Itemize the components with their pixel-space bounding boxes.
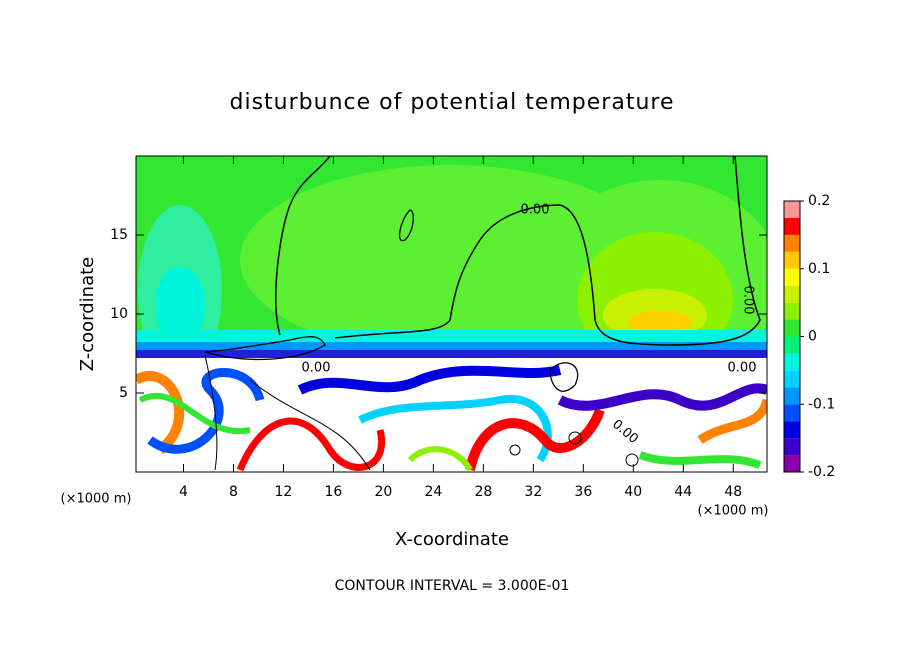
colorbar-level <box>784 302 800 320</box>
colorbar-level <box>784 234 800 252</box>
colorbar-level <box>784 336 800 354</box>
colorbar-level <box>784 217 800 235</box>
x-tick-label: 32 <box>524 484 542 500</box>
x-tick-label: 20 <box>374 484 392 500</box>
x-tick-label: 24 <box>424 484 442 500</box>
x-tick-label: 16 <box>325 484 343 500</box>
colorbar-level <box>784 404 800 422</box>
x-tick-label: 40 <box>624 484 642 500</box>
y-axis-label: Z-coordinate <box>77 257 98 372</box>
footer-note: CONTOUR INTERVAL = 3.000E-01 <box>335 578 570 594</box>
colorbar-level <box>784 268 800 286</box>
y-tick-label: 10 <box>110 306 128 322</box>
x-tick-label: 8 <box>229 484 238 500</box>
colorbar-level <box>784 201 800 218</box>
x-tick-label: 4 <box>179 484 188 500</box>
contour-label: 0.00 <box>741 286 756 315</box>
x-tick-label: 28 <box>474 484 492 500</box>
x-unit: (×1000 m) <box>698 504 769 519</box>
colorbar-level <box>784 421 800 439</box>
x-unit: (×1000 m) <box>61 492 132 507</box>
colorbar-level <box>784 285 800 303</box>
colorbar-level <box>784 251 800 269</box>
colorbar-level <box>784 438 800 456</box>
colorbar-level <box>784 353 800 371</box>
colorbar-tick-label: 0 <box>808 329 817 345</box>
colorbar-level <box>784 387 800 405</box>
colorbar-level <box>784 370 800 388</box>
colorbar-level <box>784 319 800 337</box>
contour-label: 0.00 <box>728 361 757 376</box>
colorbar-level <box>784 455 800 472</box>
colorbar-tick-label: 0.1 <box>808 261 830 277</box>
x-tick-label: 48 <box>724 484 742 500</box>
x-tick-label: 44 <box>674 484 692 500</box>
x-tick-label: 36 <box>574 484 592 500</box>
y-tick-label: 15 <box>110 227 128 243</box>
chart-title: disturbunce of potential temperature <box>230 90 675 115</box>
colorbar-tick-label: -0.1 <box>808 396 835 412</box>
x-tick-label: 12 <box>275 484 293 500</box>
field <box>136 156 767 472</box>
contour-label: 0.00 <box>521 203 550 218</box>
x-axis-label: X-coordinate <box>395 529 509 550</box>
colorbar-tick-label: -0.2 <box>808 464 835 480</box>
colorbar-tick-label: 0.2 <box>808 193 830 209</box>
contour-label: 0.00 <box>302 361 331 376</box>
y-tick-label: 5 <box>119 385 128 401</box>
